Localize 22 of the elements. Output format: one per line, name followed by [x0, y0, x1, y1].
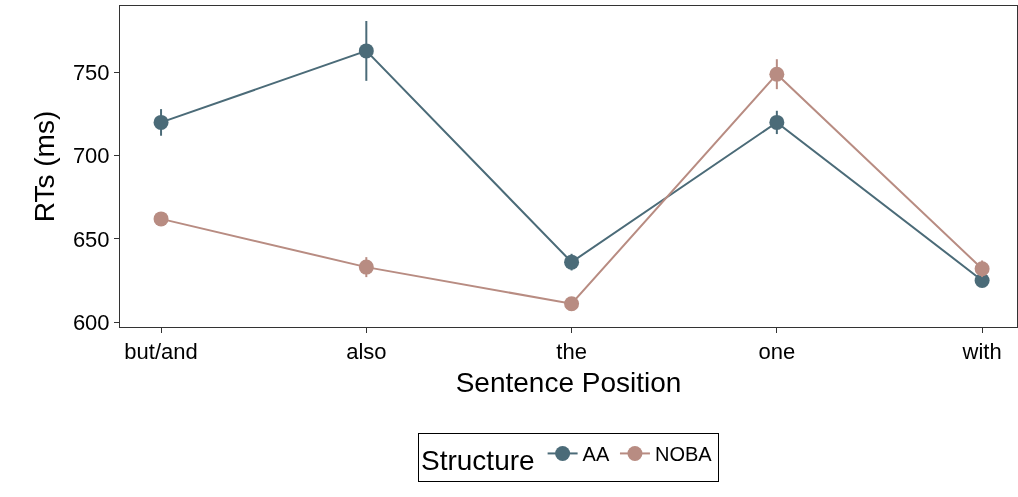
x-tick-label: also: [346, 339, 387, 365]
legend-label: AA: [582, 443, 610, 466]
y-tick-label: 650: [72, 226, 110, 252]
y-tick-label: 750: [72, 60, 110, 86]
point: [769, 114, 785, 130]
x-tick-label: the: [556, 339, 587, 365]
point: [358, 259, 374, 275]
point: [564, 254, 580, 270]
x-axis-title: Sentence Position: [455, 366, 682, 398]
y-tick-label: 600: [72, 309, 110, 335]
y-tick-label: 700: [72, 143, 110, 169]
point: [769, 66, 785, 82]
x-tick-label: but/and: [124, 339, 198, 365]
point: [153, 114, 169, 130]
legend-title: Structure: [421, 445, 535, 477]
y-axis-title: RTs (ms): [28, 110, 60, 223]
x-tick-label: with: [961, 339, 1002, 365]
x-tick-label: one: [758, 339, 796, 365]
point: [153, 211, 169, 227]
legend-label: NOBA: [654, 443, 713, 466]
point: [358, 43, 374, 59]
point: [564, 296, 580, 312]
